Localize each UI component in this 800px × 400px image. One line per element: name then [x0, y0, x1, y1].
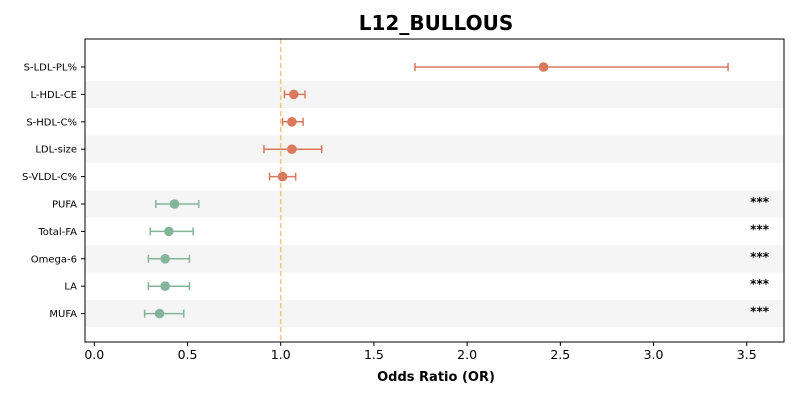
x-axis-label: Odds Ratio (OR) — [377, 370, 495, 385]
x-tick-label: 3.5 — [737, 347, 757, 362]
or-point — [288, 89, 299, 100]
row-bands — [85, 80, 784, 328]
y-tick-label: PUFA — [52, 200, 77, 211]
y-tick-label: MUFA — [49, 309, 77, 320]
y-tick-label: LA — [64, 282, 77, 293]
x-tick-label: 2.0 — [457, 347, 477, 362]
y-tick-label: S-VLDL-C% — [22, 172, 77, 183]
or-point — [164, 226, 174, 237]
or-point — [277, 171, 288, 182]
y-tick-label: L-HDL-CE — [30, 90, 77, 101]
x-tick-label: 1.0 — [271, 347, 291, 362]
significance-label: *** — [750, 305, 770, 319]
row-band — [85, 190, 784, 218]
y-tick-label: S-HDL-C% — [26, 117, 77, 128]
significance-label: *** — [750, 222, 770, 236]
row-ldl-size — [263, 144, 323, 154]
x-tick-label: 2.5 — [550, 347, 570, 362]
significance-label: *** — [750, 277, 770, 291]
x-tick-label: 0.0 — [84, 347, 104, 362]
row-s-hdl-c- — [281, 117, 304, 127]
row-pufa — [155, 199, 200, 209]
x-tick-label: 3.0 — [644, 347, 664, 362]
row-total-fa — [149, 226, 194, 237]
y-axis: S-LDL-PL% L-HDL-CE S-HDL-C% LDL-size S-VLDL-… — [22, 63, 85, 320]
or-point — [160, 281, 170, 292]
y-tick-label: Omega-6 — [31, 254, 77, 265]
y-tick-label: S-LDL-PL% — [24, 63, 77, 74]
row-mufa — [143, 308, 185, 319]
significance-label: *** — [750, 195, 770, 209]
row-la — [147, 281, 191, 292]
or-point — [538, 62, 549, 72]
chart-title: L12_BULLOUS — [359, 11, 513, 35]
y-tick-label: Total-FA — [37, 227, 77, 238]
row-s-ldl-pl- — [414, 62, 729, 72]
significance-label: *** — [750, 250, 770, 264]
or-point — [169, 199, 180, 209]
row-l-hdl-ce — [283, 89, 306, 100]
x-tick-label: 0.5 — [178, 347, 198, 362]
row-band — [85, 299, 784, 328]
or-point — [160, 253, 170, 264]
plot-frame — [84, 38, 785, 343]
row-band — [85, 135, 784, 163]
row-s-vldl-c- — [268, 171, 297, 182]
row-band — [85, 245, 784, 273]
y-tick-label: LDL-size — [35, 145, 77, 156]
x-tick-label: 1.5 — [364, 347, 384, 362]
or-point — [287, 144, 297, 154]
or-point — [287, 117, 297, 127]
data-marks: *** *** *** *** *** — [143, 62, 770, 319]
row-omega-6 — [147, 253, 191, 264]
or-point — [154, 308, 165, 319]
row-band — [85, 80, 784, 109]
x-axis: 0.0 0.5 1.0 1.5 2.0 2.5 3.0 3.5 — [84, 342, 757, 362]
